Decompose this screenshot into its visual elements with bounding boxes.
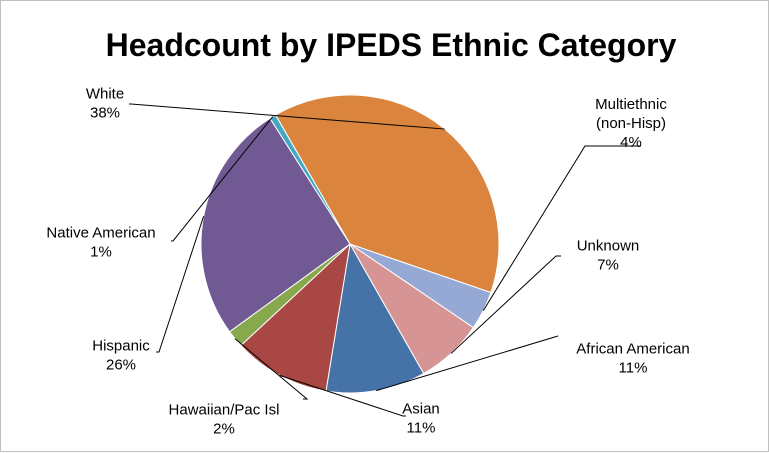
data-label-name-unknown: Unknown xyxy=(577,238,640,255)
data-label-value-asian: 11% xyxy=(407,420,436,437)
data-label-name-african-american: African American xyxy=(576,341,689,358)
chart-title: Headcount by IPEDS Ethnic Category xyxy=(106,27,677,63)
leader-line-white xyxy=(129,103,445,130)
leader-line-hispanic xyxy=(156,216,205,353)
data-label-value-hawaiian-pac-isl: 2% xyxy=(213,421,235,438)
leader-line-african-american xyxy=(376,335,559,392)
data-label-name-multiethnic-non-hisp: Multiethnic xyxy=(595,96,667,113)
data-label-value-multiethnic-non-hisp: 4% xyxy=(620,134,642,151)
data-label-name-hispanic: Hispanic xyxy=(92,338,150,355)
leader-line-unknown xyxy=(450,255,561,354)
data-label-name-hawaiian-pac-isl: Hawaiian/Pac Isl xyxy=(169,402,280,419)
data-label-value-hispanic: 26% xyxy=(106,357,136,374)
data-label-value-native-american: 1% xyxy=(90,244,112,261)
pie-slice-white xyxy=(274,94,500,294)
pie-slices xyxy=(200,94,500,394)
data-label-value-african-american: 11% xyxy=(619,360,648,377)
data-label-name-white: White xyxy=(86,86,124,103)
data-label-name-multiethnic-non-hisp: (non-Hisp) xyxy=(596,115,666,132)
data-labels: Multiethnic (non-Hisp) 4% Unknown 7% African … xyxy=(46,86,689,438)
leader-line-native-american xyxy=(171,116,274,242)
leader-line-asian xyxy=(279,374,406,417)
leader-lines xyxy=(129,103,641,417)
leader-line-multiethnic-non-hisp xyxy=(482,145,641,311)
data-label-value-unknown: 7% xyxy=(597,257,619,274)
leader-line-hawaiian-pac-isl xyxy=(234,338,309,400)
data-label-value-white: 38% xyxy=(90,105,120,122)
data-label-name-asian: Asian xyxy=(402,401,440,418)
data-label-name-native-american: Native American xyxy=(46,225,155,242)
